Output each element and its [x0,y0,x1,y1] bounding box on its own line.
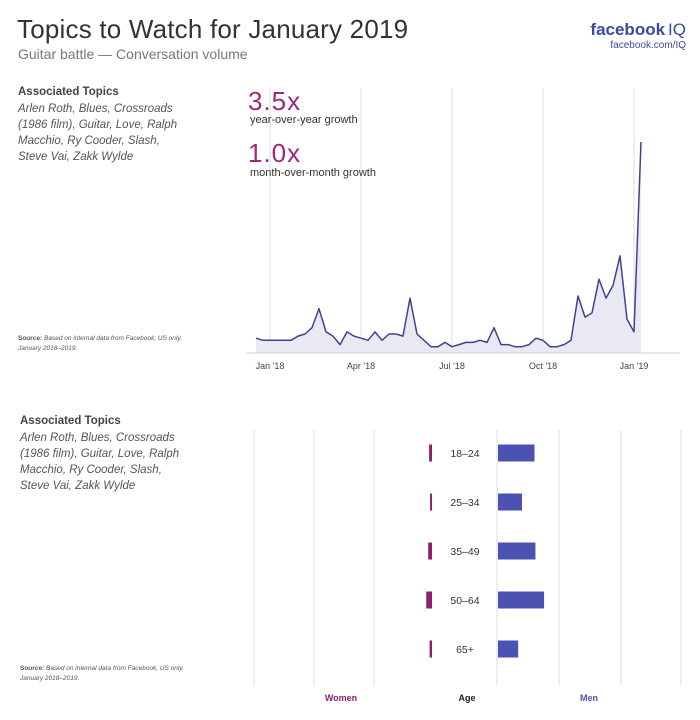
age-category-label: 50–64 [450,595,479,607]
women-bar [428,543,432,560]
men-bar [498,641,518,658]
women-bar [430,641,432,658]
x-axis-ticks: Jan '18 Apr '18 Jul '18 Oct '18 Jan '19 [256,361,649,371]
age-category-label: 25–34 [450,497,479,509]
brand-suffix: IQ [668,20,686,39]
associated-topics-list: Arlen Roth, Blues, Crossroads (1986 film… [18,101,178,165]
x-tick-label: Jul '18 [439,361,465,371]
x-tick-label: Oct '18 [529,361,557,371]
women-bar [426,592,432,609]
source-period: January 2018–2019. [18,345,77,352]
source-note: Source: Based on internal data from Face… [18,334,218,354]
source-text-2: Based on internal data from Facebook, US… [44,665,184,672]
men-bar [498,543,535,560]
associated-topics-heading: Associated Topics [18,86,119,98]
brand-url-link[interactable]: facebook.com/IQ [610,40,686,51]
source-note-2: Source: Based on internal data from Face… [20,664,220,684]
legend-men: Men [580,693,598,703]
men-bar [498,494,522,511]
source-period-2: January 2018–2019. [20,675,79,682]
x-tick-label: Jan '18 [256,361,285,371]
legend-women: Women [325,693,357,703]
x-tick-label: Jan '19 [620,361,649,371]
yoy-growth-value: 3.5x [248,86,301,117]
women-bar [430,494,432,511]
source-label-2: Source: [20,665,44,672]
source-text: Based on internal data from Facebook, US… [42,335,182,342]
mom-growth-value: 1.0x [248,138,301,169]
age-category-label: 18–24 [450,448,479,460]
age-category-label: 35–49 [450,546,479,558]
age-gender-chart: 18–24 25–34 35–49 50–64 65+ Women Age Men [240,420,690,715]
associated-topics-list-2: Arlen Roth, Blues, Crossroads (1986 film… [20,430,180,494]
page-title: Topics to Watch for January 2019 [17,14,408,45]
associated-topics-heading-2: Associated Topics [20,415,121,427]
source-label: Source: [18,335,42,342]
yoy-growth-label: year-over-year growth [250,114,358,126]
page-subtitle: Guitar battle — Conversation volume [18,46,248,62]
axis-title-age: Age [458,693,475,703]
x-tick-label: Apr '18 [347,361,375,371]
brand-name: facebook [590,20,665,39]
men-bar [498,592,544,609]
mom-growth-label: month-over-month growth [250,167,376,179]
women-bar [429,445,432,462]
brand-logo[interactable]: facebook IQ [590,20,686,40]
age-category-label: 65+ [456,644,474,656]
men-bar [498,445,534,462]
